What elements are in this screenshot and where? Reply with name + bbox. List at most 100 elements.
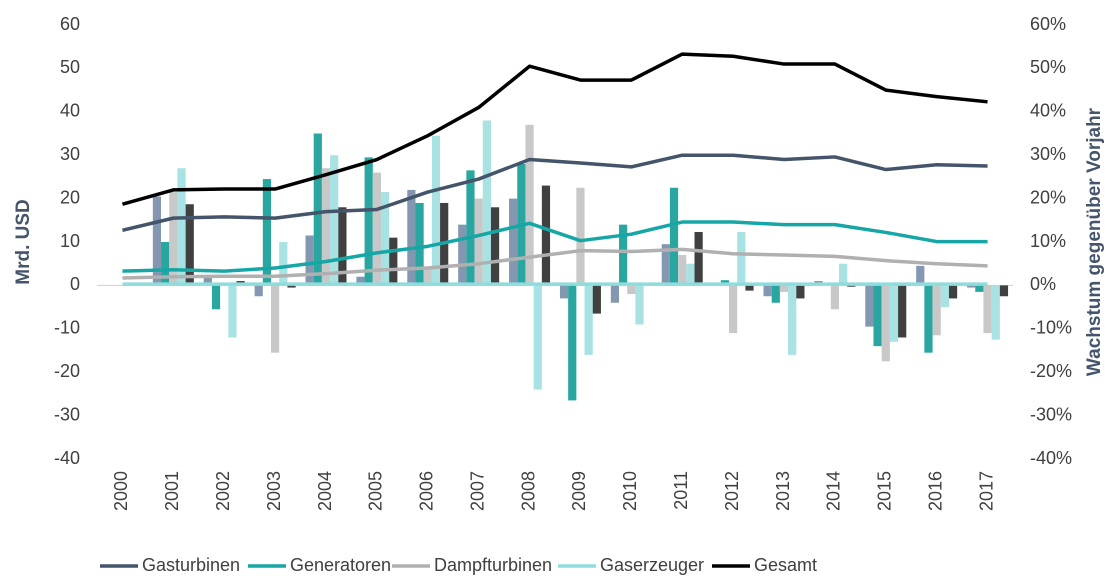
growth-bar bbox=[161, 242, 170, 286]
growth-bar bbox=[940, 285, 949, 308]
y2-axis-label: Wachstum gegenüber Vorjahr bbox=[1084, 107, 1105, 376]
growth-bar bbox=[279, 242, 288, 286]
growth-bar bbox=[729, 285, 738, 334]
x-tick-label: 2011 bbox=[671, 471, 691, 510]
x-tick-label: 2002 bbox=[213, 471, 233, 511]
growth-bar bbox=[661, 244, 670, 286]
growth-bar bbox=[305, 235, 314, 286]
y-tick-label: -20 bbox=[54, 361, 80, 381]
growth-bar bbox=[364, 157, 373, 286]
growth-bar bbox=[610, 285, 620, 303]
growth-bar bbox=[271, 285, 280, 353]
x-tick-label: 2005 bbox=[366, 471, 386, 511]
growth-bar bbox=[694, 232, 703, 286]
growth-bar bbox=[356, 276, 365, 286]
growth-bar bbox=[948, 285, 958, 299]
legend-label: Gasturbinen bbox=[142, 555, 240, 575]
growth-bar bbox=[847, 285, 856, 287]
growth-bar bbox=[975, 285, 984, 292]
growth-bar bbox=[830, 285, 839, 310]
growth-bar bbox=[576, 187, 585, 286]
growth-bar bbox=[737, 232, 746, 286]
y2-tick-label: -20% bbox=[1030, 361, 1072, 381]
x-tick-label: 2016 bbox=[925, 471, 945, 511]
growth-bar bbox=[568, 285, 577, 401]
x-tick-label: 2017 bbox=[976, 471, 996, 511]
x-tick-label: 2003 bbox=[264, 471, 284, 511]
growth-bar bbox=[889, 285, 899, 342]
x-tick-label: 2001 bbox=[162, 471, 182, 511]
y-tick-label: -40 bbox=[54, 448, 80, 468]
line-series bbox=[121, 52, 988, 206]
legend-label: Generatoren bbox=[290, 555, 391, 575]
legend-label: Dampfturbinen bbox=[434, 555, 552, 575]
growth-bar bbox=[482, 120, 491, 286]
growth-bar bbox=[627, 285, 636, 295]
x-tick-label: 2000 bbox=[111, 471, 131, 511]
growth-bar bbox=[458, 224, 467, 286]
y-tick-label: 10 bbox=[60, 231, 80, 251]
growth-bar bbox=[321, 168, 331, 286]
x-tick-label: 2015 bbox=[875, 471, 895, 511]
y2-tick-label: 60% bbox=[1030, 14, 1066, 34]
x-tick-label: 2012 bbox=[722, 471, 742, 511]
growth-bar bbox=[509, 198, 518, 286]
growth-bar bbox=[372, 172, 381, 286]
growth-bar bbox=[771, 285, 780, 303]
x-tick-label: 2014 bbox=[824, 471, 844, 511]
growth-bar bbox=[287, 285, 296, 288]
growth-bar bbox=[254, 285, 263, 297]
y2-tick-label: 20% bbox=[1030, 187, 1066, 207]
growth-bar bbox=[177, 168, 186, 286]
growth-bar bbox=[745, 285, 754, 291]
growth-bar bbox=[779, 285, 789, 292]
y-tick-label: 50 bbox=[60, 57, 80, 77]
growth-bar bbox=[999, 285, 1009, 297]
growth-bar bbox=[338, 207, 347, 286]
growth-bar bbox=[185, 204, 194, 286]
growth-bar bbox=[533, 285, 542, 390]
line-series bbox=[122, 153, 988, 232]
y-tick-label: 60 bbox=[60, 14, 80, 34]
growth-bar bbox=[466, 170, 475, 286]
y-tick-label: -10 bbox=[54, 318, 80, 338]
x-tick-label: 2013 bbox=[773, 471, 793, 511]
growth-bar bbox=[330, 155, 339, 286]
growth-bar bbox=[407, 189, 416, 286]
y-tick-label: 0 bbox=[70, 274, 80, 294]
growth-bar bbox=[619, 224, 628, 286]
growth-bar bbox=[796, 285, 805, 299]
growth-bar bbox=[380, 192, 390, 286]
x-tick-label: 2009 bbox=[569, 471, 589, 511]
y2-tick-label: 30% bbox=[1030, 144, 1066, 164]
growth-bar bbox=[423, 268, 432, 286]
growth-bar bbox=[313, 133, 322, 286]
growth-bar bbox=[211, 285, 221, 310]
growth-bar bbox=[873, 285, 882, 347]
y-tick-label: 20 bbox=[60, 187, 80, 207]
y2-tick-label: 40% bbox=[1030, 101, 1066, 121]
y-tick-label: 30 bbox=[60, 144, 80, 164]
growth-bar bbox=[916, 265, 925, 286]
growth-bar bbox=[635, 285, 644, 325]
y2-tick-label: -30% bbox=[1030, 404, 1072, 424]
line-series bbox=[122, 220, 988, 273]
x-tick-label: 2007 bbox=[467, 471, 487, 511]
growth-bar bbox=[490, 207, 500, 286]
growth-bar bbox=[584, 285, 593, 355]
growth-bar bbox=[525, 124, 534, 286]
y-axis-label: Mrd. USD bbox=[13, 199, 34, 285]
x-tick-label: 2010 bbox=[620, 471, 640, 511]
growth-bar bbox=[592, 285, 601, 314]
growth-bar bbox=[788, 285, 797, 355]
growth-bar bbox=[228, 285, 237, 338]
growth-bar bbox=[881, 285, 890, 362]
legend-label: Gaserzeuger bbox=[600, 555, 704, 575]
growth-bar bbox=[389, 237, 398, 286]
growth-bar bbox=[152, 196, 162, 286]
y-tick-label: -30 bbox=[54, 404, 80, 424]
y2-tick-label: -10% bbox=[1030, 318, 1072, 338]
x-tick-label: 2004 bbox=[315, 471, 335, 511]
growth-bar bbox=[898, 285, 907, 338]
growth-bar bbox=[474, 198, 483, 286]
